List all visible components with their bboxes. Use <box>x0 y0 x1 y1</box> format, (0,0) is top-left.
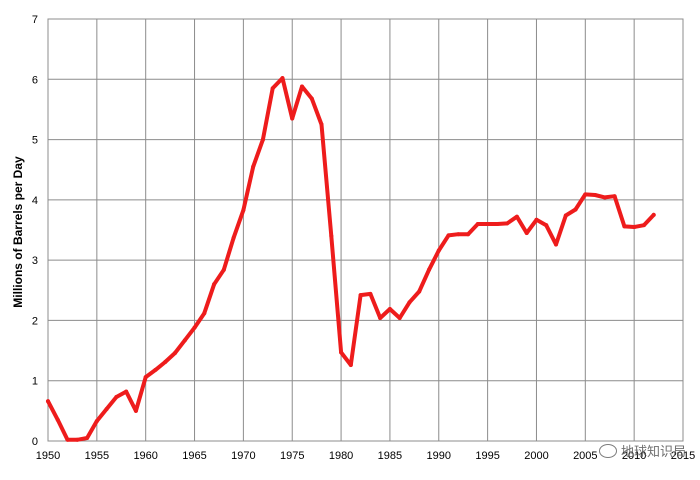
data-point <box>446 233 451 238</box>
data-point <box>563 213 568 218</box>
data-point <box>241 208 246 213</box>
data-point <box>104 407 109 412</box>
data-point <box>143 375 148 380</box>
data-point <box>339 350 344 355</box>
data-point <box>456 232 461 237</box>
data-point <box>427 267 431 272</box>
data-point <box>651 212 656 217</box>
chart-grid <box>47 18 684 442</box>
data-point <box>534 217 539 222</box>
data-point <box>290 116 295 121</box>
data-point <box>387 306 392 311</box>
data-point <box>466 232 471 237</box>
data-point <box>495 221 500 226</box>
x-tick-label: 1965 <box>182 450 206 462</box>
y-tick-label: 7 <box>32 14 38 26</box>
data-point <box>407 300 412 305</box>
x-tick-label: 1995 <box>475 450 499 462</box>
x-tick-label: 2015 <box>671 450 695 462</box>
data-point <box>46 399 50 404</box>
data-point <box>436 248 441 253</box>
data-point <box>612 194 617 199</box>
data-point <box>514 214 519 219</box>
data-point <box>593 193 598 198</box>
data-point <box>192 325 197 330</box>
y-tick-label: 6 <box>32 74 38 86</box>
data-point <box>524 231 529 236</box>
x-tick-label: 1950 <box>36 450 60 462</box>
data-point <box>485 221 490 226</box>
watermark: 地球知识局 <box>598 441 686 460</box>
y-tick-label: 1 <box>32 376 38 388</box>
data-point <box>163 360 168 365</box>
data-point <box>554 242 558 247</box>
data-point <box>212 282 217 287</box>
data-point <box>583 192 588 197</box>
data-point <box>348 363 353 368</box>
data-point <box>632 224 637 229</box>
data-point <box>641 223 646 228</box>
data-point <box>260 137 265 142</box>
data-point <box>505 221 510 226</box>
data-point <box>75 437 80 442</box>
data-point <box>85 435 90 440</box>
data-point <box>133 408 138 413</box>
y-tick-label: 5 <box>32 135 38 147</box>
x-tick-label: 2000 <box>524 450 548 462</box>
data-point <box>270 86 275 91</box>
data-point <box>358 293 363 298</box>
wechat-icon <box>598 443 617 458</box>
x-axis-ticks: 1950 1955 1960 1965 1970 1975 1980 1985 1990 1995… <box>36 450 695 462</box>
data-point <box>602 195 607 200</box>
data-point <box>221 267 226 272</box>
data-point <box>114 394 119 399</box>
data-point <box>378 316 383 321</box>
data-point <box>55 417 60 422</box>
data-point <box>280 76 285 81</box>
plot-frame <box>47 18 684 442</box>
data-point <box>329 234 334 239</box>
data-point <box>368 291 373 296</box>
data-point <box>182 338 187 343</box>
data-point <box>202 311 207 316</box>
data-point <box>124 389 129 394</box>
x-tick-label: 1970 <box>231 450 255 462</box>
data-point <box>94 419 99 424</box>
x-tick-label: 1975 <box>280 450 304 462</box>
x-tick-label: 1955 <box>85 450 109 462</box>
watermark-text: 地球知识局 <box>620 445 686 460</box>
x-tick-label: 1985 <box>378 450 402 462</box>
x-tick-label: 1960 <box>133 450 157 462</box>
data-point <box>544 223 549 228</box>
series-layer <box>46 76 656 442</box>
y-axis-title: Millions of Barrels per Day <box>11 156 25 308</box>
plot-area-border <box>47 18 684 442</box>
data-point <box>417 289 422 294</box>
data-point <box>319 122 324 127</box>
y-tick-label: 3 <box>32 255 38 267</box>
data-point <box>300 84 304 89</box>
x-tick-label: 1990 <box>427 450 451 462</box>
data-point <box>65 437 70 442</box>
x-tick-label: 2010 <box>622 450 646 462</box>
data-point <box>573 207 578 212</box>
data-point <box>153 367 158 372</box>
data-point <box>622 224 627 229</box>
y-tick-label: 0 <box>32 436 38 448</box>
data-point <box>475 221 480 226</box>
data-point <box>397 316 402 321</box>
y-tick-label: 4 <box>32 195 38 207</box>
y-tick-label: 2 <box>32 315 38 327</box>
series-line <box>46 76 656 442</box>
data-point <box>173 350 177 355</box>
data-point <box>231 235 236 240</box>
y-axis-ticks: 0 1 2 3 4 5 6 7 <box>32 14 38 448</box>
data-point <box>251 164 256 169</box>
data-point <box>309 96 314 101</box>
x-tick-label: 1980 <box>329 450 353 462</box>
x-tick-label: 2005 <box>573 450 597 462</box>
